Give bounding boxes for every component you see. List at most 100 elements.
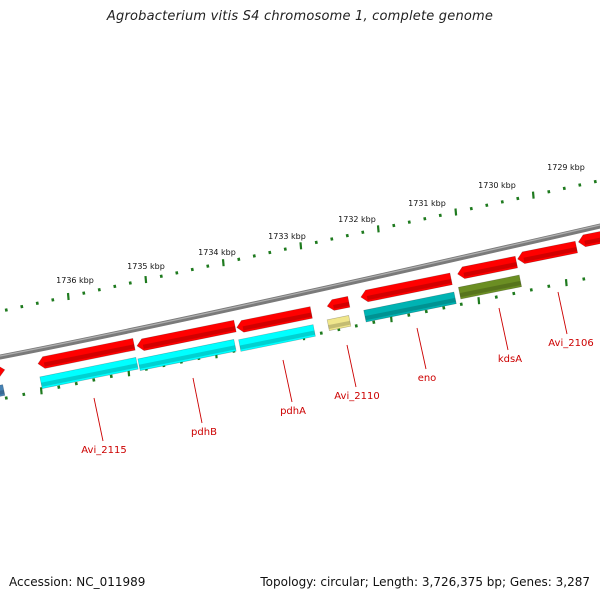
gene-block-inner (238, 324, 316, 352)
inner-tick (529, 288, 533, 292)
gene-arrow-outer-shade (523, 247, 578, 262)
genome-title: Agrobacterium vitis S4 chromosome 1, com… (106, 9, 494, 24)
kbp-tick-label: 1730 kbp (478, 181, 516, 190)
outer-tick (4, 308, 8, 312)
inner-tick-track (4, 277, 586, 400)
gene-block-inner (458, 274, 522, 300)
outer-tick (562, 186, 566, 191)
outer-tick (144, 275, 148, 284)
outer-tick (299, 242, 303, 250)
gene-block-inner-shade (459, 280, 522, 298)
inner-tick (494, 295, 498, 299)
gene-arrow-outer (0, 366, 6, 377)
gene-block-inner-shade (239, 330, 316, 350)
gene-arrow-outer-shade (584, 237, 600, 245)
inner-tick (512, 291, 516, 296)
outer-tick (113, 284, 117, 289)
inner-tick (582, 277, 586, 281)
gene-label: Avi_2110 (334, 391, 379, 402)
gene-arrow-outer (136, 319, 237, 351)
inner-tick (424, 309, 428, 314)
gene-label: Avi_2115 (81, 445, 126, 456)
outer-tick (206, 264, 210, 268)
outer-tick (175, 271, 179, 275)
outer-tick (578, 183, 582, 187)
gene-label: pdhA (280, 406, 306, 417)
outer-tick (593, 179, 597, 184)
gene-block-inner (0, 384, 6, 397)
gene-label-leader (416, 327, 427, 370)
gene-label-leader (282, 359, 293, 403)
gene-arrow-outer-shade (333, 301, 350, 309)
inner-tick (372, 320, 376, 325)
kbp-tick-label: 1729 kbp (547, 163, 585, 172)
outer-tick (500, 200, 504, 204)
gene-block-inner (137, 339, 237, 371)
outer-tick (51, 298, 55, 302)
outer-tick (190, 267, 194, 272)
gene-arrow-outer-shade (463, 262, 518, 277)
outer-tick (20, 304, 24, 309)
gene-arrow-outer-shade (43, 344, 135, 367)
kbp-tick-label: 1735 kbp (127, 262, 165, 271)
gene-arrow-outer-shade (366, 278, 452, 301)
gene-arrow-outer (577, 231, 600, 248)
kbp-tick-label: 1732 kbp (338, 215, 376, 224)
outer-tick (128, 281, 132, 285)
gene-labels: Avi_2115 pdhB pdhA Avi_2110 eno kdsA Avi_2106 (81, 338, 593, 456)
inner-tick (564, 279, 568, 287)
gene-label-leader (346, 344, 357, 388)
inner-tick (39, 387, 43, 395)
inner-tick (74, 381, 78, 386)
inner-tick (92, 378, 96, 382)
outer-tick (221, 259, 225, 267)
genome-summary-text: Topology: circular; Length: 3,726,375 bp… (260, 575, 590, 589)
outer-tick (516, 196, 520, 201)
inner-tick (22, 392, 26, 397)
inner-tick (547, 284, 551, 288)
kbp-tick-label: 1736 kbp (56, 276, 94, 285)
outer-tick (330, 237, 334, 241)
kbp-tick-label: 1734 kbp (198, 248, 236, 257)
outer-tick (314, 240, 318, 245)
outer-tick (531, 191, 535, 199)
chromosome-backbone-highlight (0, 224, 600, 357)
inner-tick (459, 302, 463, 307)
outer-tick (159, 274, 163, 278)
gene-arrow-outer-shade (242, 312, 313, 331)
gene-block-inner-shade (364, 297, 456, 321)
gene-block-inner-shade (40, 363, 138, 387)
gene-block-inner (363, 291, 457, 323)
gene-arrow-outer (236, 306, 313, 333)
kbp-tick-label: 1731 kbp (408, 199, 446, 208)
kbp-labels: 1736 kbp 1735 kbp 1734 kbp 1733 kbp 1732 kbp… (56, 163, 585, 285)
inner-tick (57, 385, 61, 389)
outer-tick (454, 208, 458, 216)
outer-tick (66, 292, 70, 301)
gene-arrow-outer (360, 272, 453, 303)
gene-label: Avi_2106 (548, 338, 593, 349)
gene-label: eno (418, 373, 437, 384)
gene-arrow-outer (37, 338, 136, 369)
outer-gene-track (0, 231, 600, 377)
gene-block-inner-shade (328, 320, 351, 329)
outer-tick-track (4, 179, 597, 312)
gene-arrow-outer-shade (142, 326, 236, 349)
outer-tick (469, 206, 473, 211)
outer-tick (345, 233, 349, 238)
gene-block-inner-shade (138, 345, 236, 369)
gene-block-inner (326, 315, 352, 331)
outer-tick (361, 230, 365, 235)
outer-tick (268, 250, 272, 255)
gene-label: kdsA (498, 354, 522, 365)
gene-arrow-outer (517, 240, 578, 264)
accession-text: Accession: NC_011989 (9, 575, 146, 589)
gene-arrow-outer (326, 296, 351, 311)
inner-tick (354, 324, 358, 328)
outer-tick (485, 203, 489, 208)
outer-tick (407, 220, 411, 224)
gene-arrow-outer (457, 255, 518, 279)
outer-tick (252, 254, 256, 258)
gene-label-leader (557, 291, 568, 335)
